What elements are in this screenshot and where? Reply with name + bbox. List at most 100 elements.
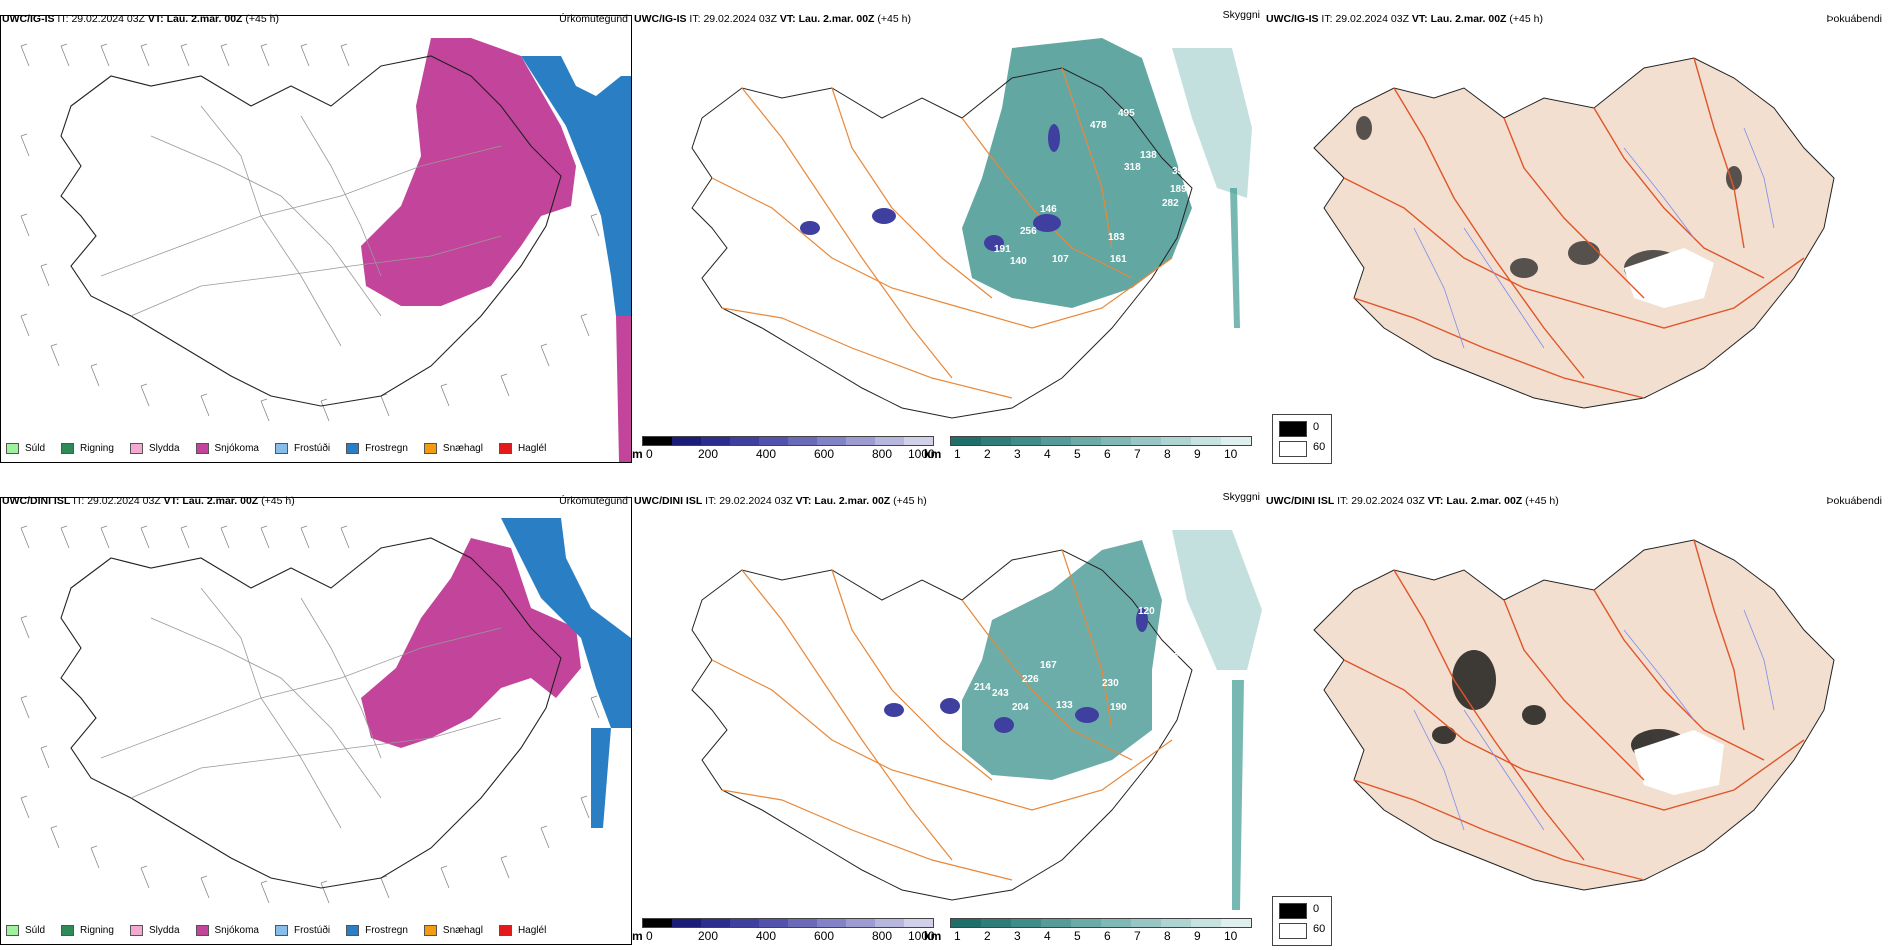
legend-item-hail: Haglél: [498, 442, 547, 454]
legend-label: Snjókoma: [214, 442, 259, 454]
glacier-patches: [800, 124, 1061, 251]
colorbar-step: [759, 437, 788, 445]
colorbar-tick: 7: [1134, 929, 1141, 943]
legend-label: Rigning: [80, 442, 114, 454]
vt-label: VT:: [1411, 13, 1428, 25]
colorbar-tick: 800: [872, 929, 893, 943]
fog-legend: 0 60: [1272, 896, 1332, 946]
it-value: 29.02.2024 03Z: [703, 13, 777, 25]
panel-header: UWC/IG-IS IT: 29.02.2024 03Z VT: Lau. 2.…: [1264, 8, 1900, 30]
fog-swatch-white: [1279, 441, 1307, 457]
glacier-patches: [884, 608, 1148, 733]
cloud-label: 138: [1140, 150, 1157, 161]
panel-header: UWC/IG-IS IT: 29.02.2024 03Z VT: Lau. 2.…: [632, 8, 1264, 30]
iceland-land: [1313, 57, 1835, 409]
panel-cloud-2: UWC/DINI ISL IT: 29.02.2024 03Z VT: Lau.…: [632, 490, 1264, 946]
colorbar-tick: 5: [1074, 447, 1081, 461]
panel-fog-1: UWC/IG-IS IT: 29.02.2024 03Z VT: Lau. 2.…: [1264, 8, 1900, 464]
colorbar-step: [1041, 919, 1071, 927]
cloud-map-svg: [691, 530, 1262, 910]
freezing-rain-area: [521, 56, 631, 316]
legend-label: Haglél: [517, 442, 547, 454]
legend-swatch: [6, 442, 19, 454]
it-label: IT:: [57, 13, 69, 25]
fog-map: [1264, 510, 1864, 910]
iceland-outline: [691, 67, 1193, 419]
cloud-label: 282: [1162, 198, 1179, 209]
colorbar-tick: 3: [1014, 929, 1021, 943]
legend-swatch: [274, 924, 288, 936]
colorbar-step: [875, 919, 904, 927]
colorbar-step: [1101, 919, 1131, 927]
fog-swatch-white: [1279, 923, 1307, 939]
colorbar-step: [904, 437, 933, 445]
legend-swatch: [423, 924, 437, 936]
legend-label: Frostúði: [293, 442, 331, 454]
colorbar-tick: 7: [1134, 447, 1141, 461]
colorbar-step: [1071, 919, 1101, 927]
road-network: [1343, 57, 1805, 399]
colorbar-tick: 5: [1074, 929, 1081, 943]
panel-header: UWC/DINI ISL IT: 29.02.2024 03Z VT: Lau.…: [1264, 490, 1900, 512]
legend-swatch: [129, 442, 143, 454]
rivers: [1413, 609, 1775, 831]
legend-swatch: [195, 924, 209, 936]
fog-label: 0: [1313, 903, 1320, 915]
road-network: [100, 105, 502, 347]
colorbar-step: [846, 437, 875, 445]
colorbar-tick: 6: [1104, 929, 1111, 943]
it-label: IT:: [73, 495, 85, 507]
freezing-rain-strip: [591, 728, 611, 828]
colorbar-step: [875, 437, 904, 445]
cloud-label: 318: [1124, 162, 1141, 173]
colorbar-step: [730, 437, 759, 445]
low-visibility-area: [962, 38, 1192, 308]
fog-swatch-black: [1279, 421, 1307, 437]
colorbar-tick: 8: [1164, 929, 1171, 943]
panel-title: Þokuábendi: [1826, 13, 1882, 25]
snow-area: [361, 38, 576, 306]
colorbar-step: [1041, 437, 1071, 445]
colorbar-step: [701, 919, 730, 927]
legend-swatch: [61, 442, 75, 454]
legend-item-snow-pellets: Snæhagl: [423, 924, 483, 936]
colorbar-tick: 1: [954, 447, 961, 461]
colorbar-step: [672, 437, 701, 445]
colorbar-step: [1161, 919, 1191, 927]
legend-item-sleet: Slydda: [129, 924, 180, 936]
road-network: [100, 587, 502, 829]
colorbar-step: [951, 919, 981, 927]
colorbar-tick: 2: [984, 929, 991, 943]
it-label: IT:: [705, 495, 717, 507]
legend-item-freezing-rain: Frostregn: [346, 924, 408, 936]
cloud-label: 99: [870, 258, 882, 269]
iceland-outline: [60, 55, 562, 407]
legend-item-hail: Haglél: [498, 924, 546, 936]
cloud-label: 140: [1010, 256, 1027, 267]
panel-cloud-1: UWC/IG-IS IT: 29.02.2024 03Z VT: Lau. 2.…: [632, 8, 1264, 464]
colorbar-step: [1191, 437, 1221, 445]
panel-title: Úrkomutegund: [559, 13, 628, 25]
colorbar-tick: 400: [756, 929, 777, 943]
vt-label: VT:: [795, 495, 812, 507]
colorbar-m: m 0 200 400 600 800 1000: [632, 918, 935, 943]
vt-label: VT:: [147, 13, 164, 25]
lead-time: (+45 h): [893, 495, 927, 507]
vt-value: Lau. 2.mar. 00Z: [1430, 13, 1507, 25]
fog-map: [1264, 28, 1864, 428]
low-visibility-area: [962, 540, 1162, 780]
legend-swatch: [498, 924, 512, 936]
cloud-label: 228: [1162, 652, 1179, 663]
legend-item-sleet: Slydda: [129, 442, 180, 454]
legend-item-rain: Rigning: [61, 924, 114, 936]
snow-strip: [616, 316, 631, 462]
legend-label: Frostúði: [293, 924, 331, 936]
colorbar-tick: 1: [954, 929, 961, 943]
legend-item-drizzle: Súld: [6, 924, 45, 936]
colorbar-tick: 4: [1044, 447, 1051, 461]
cloud-map-svg: [691, 38, 1252, 419]
colorbar-step: [951, 437, 981, 445]
it-label: IT:: [1321, 13, 1333, 25]
legend-label: Frostregn: [365, 924, 408, 936]
fog-map-svg: [1313, 57, 1835, 409]
